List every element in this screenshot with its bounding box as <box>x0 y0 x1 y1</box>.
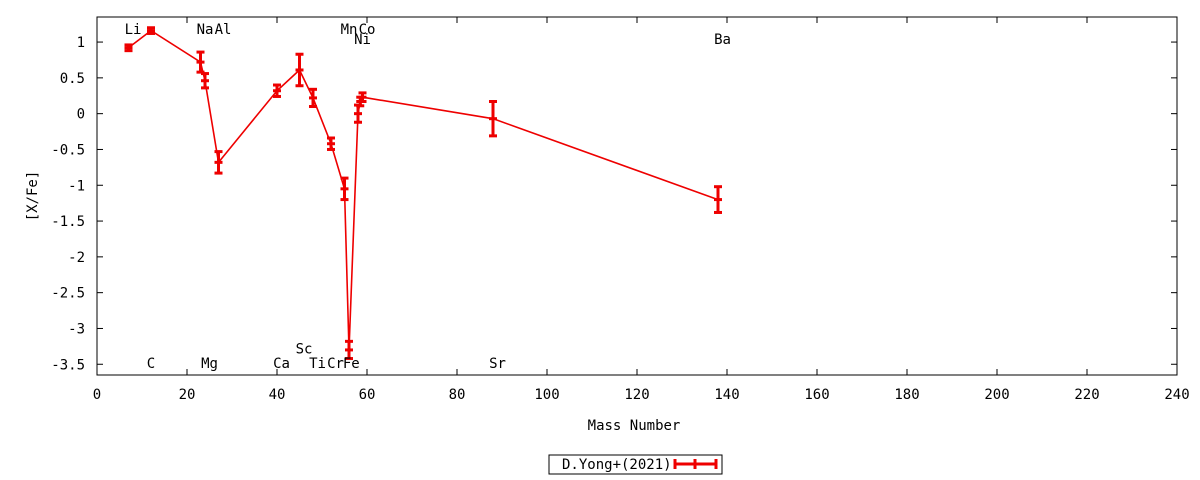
x-tick-label: 100 <box>534 387 559 403</box>
legend: D.Yong+(2021) <box>548 454 723 475</box>
element-label: Fe <box>343 356 360 372</box>
element-label: Co <box>359 22 376 38</box>
y-tick-label: 1 <box>77 35 85 51</box>
x-axis-label: Mass Number <box>588 418 681 434</box>
element-label: Sr <box>489 356 506 372</box>
element-label: Cr <box>327 356 344 372</box>
x-axis: 0 20 40 60 80 100 120 140 160 180 200 220 240 <box>93 17 1190 403</box>
legend-box <box>548 454 723 475</box>
plot-frame <box>96 16 1178 376</box>
x-tick-label: 20 <box>179 387 196 403</box>
y-tick-label: -3 <box>68 321 85 337</box>
element-label: Ca <box>273 356 290 372</box>
series-layer <box>124 26 722 361</box>
y-tick-label: 0 <box>77 107 85 123</box>
x-tick-label: 40 <box>269 387 286 403</box>
legend-entry-label: D.Yong+(2021) <box>562 457 672 473</box>
element-label: Mg <box>201 356 218 372</box>
x-tick-label: 60 <box>359 387 376 403</box>
y-tick-label: -1.5 <box>51 214 85 230</box>
x-tick-label: 120 <box>624 387 649 403</box>
element-label: Ba <box>714 32 731 48</box>
x-tick-label: 160 <box>804 387 829 403</box>
element-label: Al <box>215 22 232 38</box>
y-tick-label: -0.5 <box>51 142 85 158</box>
x-tick-label: 0 <box>93 387 101 403</box>
element-label: Na <box>197 22 214 38</box>
series-line <box>128 29 719 350</box>
element-label: Mn <box>341 22 358 38</box>
y-tick-label: -1 <box>68 178 85 194</box>
element-label: Ti <box>309 356 326 372</box>
x-tick-label: 80 <box>449 387 466 403</box>
y-tick-label: -2 <box>68 250 85 266</box>
element-label: Li <box>125 22 142 38</box>
x-tick-label: 220 <box>1074 387 1099 403</box>
element-label: C <box>147 356 155 372</box>
element-label: Sc <box>296 342 313 358</box>
x-tick-label: 180 <box>894 387 919 403</box>
element-label: Ni <box>354 32 371 48</box>
x-tick-label: 200 <box>984 387 1009 403</box>
y-tick-label: -3.5 <box>51 357 85 373</box>
y-tick-label: -2.5 <box>51 286 85 302</box>
x-tick-label: 240 <box>1164 387 1189 403</box>
y-axis: 1 0.5 0 -0.5 -1 -1.5 -2 -2.5 -3 -3.5 <box>51 35 1177 373</box>
x-tick-label: 140 <box>714 387 739 403</box>
y-tick-label: 0.5 <box>60 71 85 87</box>
y-axis-label: [X/Fe] <box>25 171 41 222</box>
